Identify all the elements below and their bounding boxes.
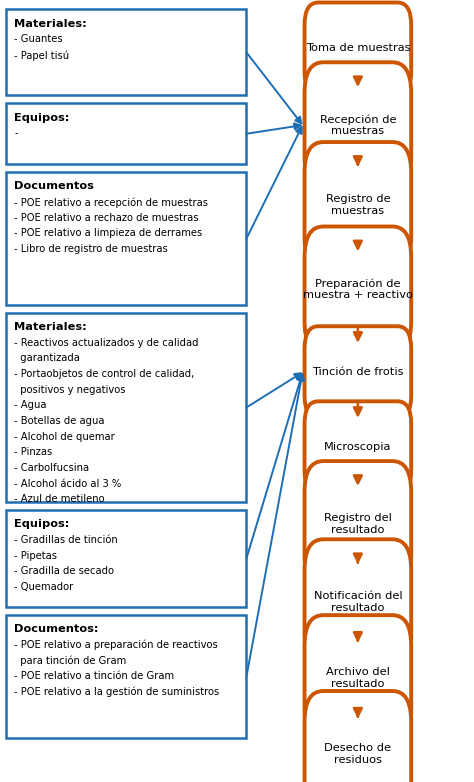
FancyBboxPatch shape [304,63,411,188]
Text: - POE relativo a preparación de reactivos: - POE relativo a preparación de reactivo… [14,640,218,650]
Text: Documentos:: Documentos: [14,624,99,634]
Text: Registro de
muestras: Registro de muestras [326,194,390,216]
Text: Toma de muestras: Toma de muestras [306,44,410,53]
Text: - Gradillas de tinción: - Gradillas de tinción [14,535,118,545]
Text: Tinción de frotis: Tinción de frotis [312,368,404,377]
Text: - Agua: - Agua [14,400,47,411]
Text: - Reactivos actualizados y de calidad: - Reactivos actualizados y de calidad [14,338,199,348]
Text: positivos y negativos: positivos y negativos [14,385,126,395]
Text: Documentos: Documentos [14,181,94,192]
Text: - Alcohol ácido al 3 %: - Alcohol ácido al 3 % [14,479,121,489]
Text: - Carbolfucsina: - Carbolfucsina [14,463,89,473]
FancyBboxPatch shape [304,691,411,782]
Text: Registro del
resultado: Registro del resultado [324,513,392,535]
Text: - Azul de metileno: - Azul de metileno [14,494,105,504]
Text: - Gradilla de secado: - Gradilla de secado [14,566,114,576]
Text: - POE relativo a limpieza de derrames: - POE relativo a limpieza de derrames [14,228,202,239]
Text: - Papel tisú: - Papel tisú [14,50,69,60]
FancyBboxPatch shape [304,2,411,95]
Text: Microscopia: Microscopia [324,443,392,452]
Text: - POE relativo a tinción de Gram: - POE relativo a tinción de Gram [14,671,174,681]
Text: - POE relativo a la gestión de suministros: - POE relativo a la gestión de suministr… [14,687,219,697]
FancyBboxPatch shape [6,103,246,164]
Text: Desecho de
residuos: Desecho de residuos [324,743,392,765]
Text: - Quemador: - Quemador [14,582,73,592]
FancyBboxPatch shape [304,227,411,352]
Text: - Portaobjetos de control de calidad,: - Portaobjetos de control de calidad, [14,369,194,379]
Text: para tinción de Gram: para tinción de Gram [14,655,127,665]
Text: Materiales:: Materiales: [14,322,87,332]
Text: garantizada: garantizada [14,353,80,364]
FancyBboxPatch shape [6,510,246,607]
FancyBboxPatch shape [6,313,246,502]
FancyBboxPatch shape [304,326,411,418]
Text: Preparación de
muestra + reactivo: Preparación de muestra + reactivo [303,278,413,300]
FancyBboxPatch shape [304,401,411,493]
Text: Archivo del
resultado: Archivo del resultado [326,667,390,689]
Text: Notificación del
resultado: Notificación del resultado [314,591,402,613]
FancyBboxPatch shape [304,142,411,267]
Text: Equipos:: Equipos: [14,519,70,529]
FancyBboxPatch shape [304,461,411,586]
FancyBboxPatch shape [6,172,246,305]
Text: Materiales:: Materiales: [14,19,87,29]
Text: -: - [14,128,18,138]
FancyBboxPatch shape [304,615,411,741]
Text: - POE relativo a recepción de muestras: - POE relativo a recepción de muestras [14,197,208,207]
Text: - POE relativo a rechazo de muestras: - POE relativo a rechazo de muestras [14,213,199,223]
FancyBboxPatch shape [6,615,246,738]
Text: Equipos:: Equipos: [14,113,70,123]
Text: - Alcohol de quemar: - Alcohol de quemar [14,432,115,442]
Text: - Botellas de agua: - Botellas de agua [14,416,105,426]
Text: - Guantes: - Guantes [14,34,63,45]
FancyBboxPatch shape [304,540,411,665]
Text: - Pipetas: - Pipetas [14,551,57,561]
FancyBboxPatch shape [6,9,246,95]
Text: Recepción de
muestras: Recepción de muestras [319,114,396,136]
Text: - Libro de registro de muestras: - Libro de registro de muestras [14,244,168,254]
Text: - Pinzas: - Pinzas [14,447,53,457]
